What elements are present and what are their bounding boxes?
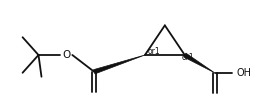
- Text: or1: or1: [182, 53, 194, 62]
- Text: OH: OH: [237, 68, 251, 78]
- Polygon shape: [184, 53, 215, 73]
- Polygon shape: [93, 55, 145, 74]
- Text: O: O: [62, 50, 70, 60]
- Text: or1: or1: [148, 47, 161, 56]
